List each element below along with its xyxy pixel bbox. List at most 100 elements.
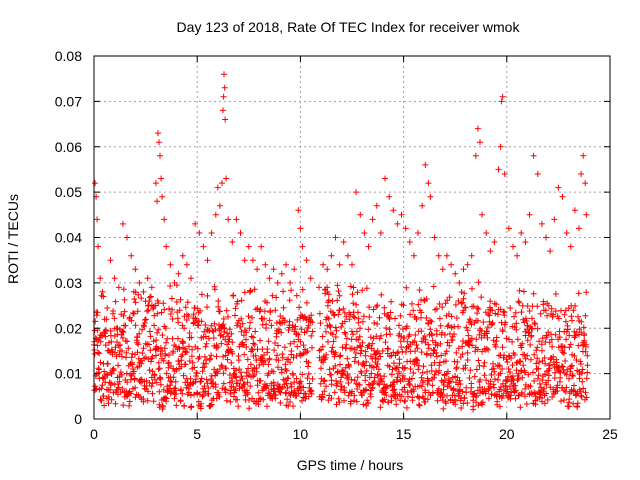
data-point (140, 345, 147, 352)
data-point (202, 322, 209, 328)
data-point (250, 334, 257, 341)
data-point (175, 358, 182, 365)
data-point (582, 180, 589, 187)
data-point (499, 366, 506, 372)
data-point (275, 364, 281, 371)
data-point (502, 319, 509, 326)
data-point (194, 370, 200, 377)
data-point (332, 234, 339, 241)
data-point (401, 365, 408, 372)
data-point (303, 328, 310, 335)
data-point (197, 405, 204, 412)
data-point (124, 379, 131, 386)
data-point (140, 288, 147, 295)
data-point (179, 390, 186, 397)
data-point (367, 334, 374, 341)
data-point (559, 349, 566, 356)
data-point (545, 372, 552, 379)
data-point (583, 289, 590, 296)
data-point (281, 319, 288, 326)
data-point (222, 352, 229, 359)
data-point (151, 322, 158, 329)
data-point (556, 334, 563, 341)
data-point (436, 315, 443, 322)
data-point (347, 400, 354, 407)
data-point (309, 344, 315, 351)
data-point (571, 352, 578, 359)
data-point (527, 383, 534, 389)
data-point (255, 389, 262, 396)
data-point (351, 377, 358, 384)
x-axis-label: GPS time / hours (297, 457, 404, 473)
data-point (91, 351, 98, 357)
data-point (545, 302, 552, 309)
data-point (336, 307, 343, 314)
data-point (478, 294, 485, 301)
data-point (543, 390, 550, 397)
data-point (115, 342, 122, 349)
data-point (402, 225, 409, 232)
data-point (249, 257, 256, 264)
data-point (542, 307, 549, 314)
data-point (159, 193, 166, 200)
data-point (174, 335, 181, 342)
data-point (498, 384, 504, 390)
data-point (473, 336, 480, 343)
data-point (262, 261, 269, 268)
data-point (422, 336, 429, 343)
data-point (583, 375, 590, 382)
data-point (299, 286, 306, 293)
data-point (288, 287, 295, 294)
data-point (484, 334, 491, 341)
data-point (305, 322, 312, 329)
data-point (253, 357, 260, 364)
data-point (440, 382, 447, 388)
data-points (91, 71, 591, 413)
data-point (95, 349, 101, 356)
data-point (487, 248, 494, 255)
data-point (512, 387, 519, 394)
data-point (384, 383, 390, 390)
data-point (493, 301, 500, 308)
data-point (573, 391, 580, 398)
data-point (107, 257, 114, 264)
data-point (532, 321, 539, 328)
data-point (263, 321, 270, 328)
data-point (470, 303, 477, 310)
data-point (254, 266, 261, 273)
data-point (212, 381, 219, 388)
data-point (369, 355, 376, 362)
data-point (232, 387, 239, 394)
data-point (296, 304, 303, 311)
y-tick-label: 0.02 (55, 320, 82, 336)
data-point (356, 342, 363, 349)
data-point (534, 303, 541, 310)
data-point (249, 395, 256, 402)
data-point (552, 291, 559, 297)
data-point (131, 310, 137, 317)
data-point (266, 317, 273, 324)
data-point (134, 339, 141, 346)
data-point (444, 323, 451, 330)
data-point (554, 382, 561, 389)
data-point (272, 391, 279, 398)
data-point (159, 406, 166, 412)
data-point (513, 326, 520, 333)
data-point (115, 284, 122, 291)
data-point (221, 325, 228, 332)
y-tick-label: 0.04 (55, 230, 82, 246)
data-point (434, 397, 441, 404)
data-point (107, 386, 114, 393)
data-point (534, 375, 541, 382)
data-point (578, 393, 585, 400)
data-point (583, 211, 590, 218)
data-point (551, 216, 558, 223)
data-point (493, 334, 500, 341)
data-point (167, 261, 174, 268)
data-point (404, 338, 411, 345)
data-point (156, 139, 162, 146)
data-point (439, 304, 446, 311)
data-point (317, 320, 324, 327)
data-point (515, 375, 522, 382)
data-point (468, 380, 475, 387)
